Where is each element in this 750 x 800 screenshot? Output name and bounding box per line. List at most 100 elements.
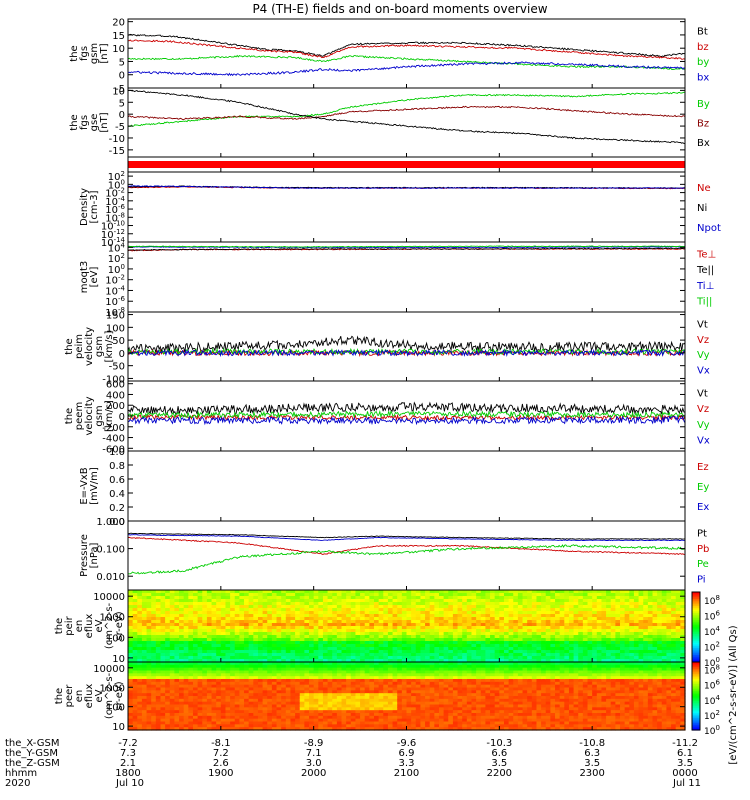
- spectrogram-cell: [262, 629, 268, 633]
- spectrogram-cell: [610, 626, 616, 630]
- spectrogram-cell: [318, 676, 324, 680]
- spectrogram-cell: [350, 626, 357, 630]
- spectrogram-cell: [262, 662, 268, 666]
- spectrogram-cell: [471, 614, 477, 618]
- spectrogram-cell: [443, 656, 449, 660]
- spectrogram-cell: [364, 715, 370, 720]
- spectrogram-cell: [643, 617, 649, 621]
- spectrogram-cell: [568, 638, 575, 642]
- spectrogram-cell: [550, 617, 556, 621]
- spectrogram-cell: [309, 667, 315, 672]
- spectrogram-cell: [290, 701, 296, 706]
- spectrogram-cell: [211, 617, 217, 621]
- spectrogram-cell: [582, 644, 589, 648]
- spectrogram-cell: [666, 599, 672, 603]
- spectrogram-cell: [322, 662, 329, 666]
- spectrogram-cell: [169, 602, 176, 606]
- spectrogram-cell: [318, 662, 324, 666]
- spectrogram-cell: [197, 650, 203, 654]
- spectrogram-cell: [179, 623, 185, 627]
- spectrogram-cell: [415, 667, 422, 672]
- spectrogram-cell: [425, 656, 431, 660]
- spectrogram-cell: [262, 727, 268, 731]
- spectrogram-cell: [369, 715, 375, 720]
- spectrogram-cell: [244, 670, 250, 674]
- spectrogram-cell: [128, 696, 134, 700]
- spectrogram-cell: [304, 659, 310, 663]
- spectrogram-cell: [281, 599, 287, 603]
- spectrogram-cell: [309, 690, 315, 694]
- spectrogram-cell: [490, 590, 496, 594]
- spectrogram-cell: [411, 641, 417, 645]
- spectrogram-cell: [624, 590, 630, 594]
- spectrogram-cell: [313, 653, 319, 657]
- spectrogram-cell: [397, 715, 403, 720]
- spectrogram-cell: [606, 650, 612, 654]
- spectrogram-cell: [160, 673, 166, 677]
- spectrogram-cell: [559, 608, 565, 612]
- spectrogram-cell: [545, 602, 551, 606]
- spectrogram-cell: [647, 617, 654, 621]
- spectrogram-cell: [248, 611, 254, 615]
- spectrogram-cell: [661, 641, 668, 645]
- spectrogram-cell: [596, 599, 603, 603]
- spectrogram-cell: [128, 620, 134, 624]
- spectrogram-cell: [643, 647, 649, 651]
- spectrogram-cell: [448, 667, 454, 672]
- spectrogram-cell: [462, 617, 468, 621]
- spectrogram-cell: [438, 641, 445, 645]
- spectrogram-cell: [202, 727, 208, 731]
- spectrogram-cell: [652, 629, 658, 633]
- spectrogram-cell: [225, 715, 231, 720]
- spectrogram-cell: [253, 632, 259, 636]
- spectrogram-cell: [160, 653, 166, 657]
- spectrogram-cell: [253, 608, 259, 612]
- spectrogram-cell: [378, 590, 384, 594]
- spectrogram-cell: [220, 638, 227, 642]
- spectrogram-cell: [253, 644, 259, 648]
- spectrogram-cell: [206, 629, 213, 633]
- spectrogram-cell: [332, 638, 338, 642]
- spectrogram-cell: [225, 713, 231, 717]
- spectrogram-cell: [146, 681, 152, 686]
- spectrogram-cell: [448, 698, 454, 703]
- spectrogram-cell: [137, 721, 143, 725]
- spectrogram-cell: [517, 617, 524, 621]
- spectrogram-cell: [661, 599, 668, 603]
- spectrogram-cell: [541, 641, 547, 645]
- spectrogram-cell: [513, 632, 519, 636]
- spectrogram-cell: [647, 650, 654, 654]
- spectrogram-cell: [564, 641, 570, 645]
- spectrogram-cell: [336, 721, 343, 725]
- spectrogram-cell: [281, 638, 287, 642]
- spectrogram-cell: [295, 638, 301, 642]
- spectrogram-cell: [466, 710, 473, 714]
- spectrogram-cell: [564, 596, 570, 600]
- spectrogram-cell: [638, 620, 644, 624]
- spectrogram-cell: [564, 617, 570, 621]
- spectrogram-cell: [652, 644, 658, 648]
- spectrogram-cell: [169, 656, 176, 660]
- spectrogram-cell: [680, 617, 686, 621]
- spectrogram-cell: [281, 713, 287, 717]
- spectrogram-cell: [309, 698, 315, 703]
- spectrogram-cell: [211, 653, 217, 657]
- spectrogram-cell: [471, 659, 477, 663]
- spectrogram-cell: [239, 641, 245, 645]
- spectrogram-cell: [341, 596, 347, 600]
- spectrogram-cell: [522, 596, 528, 600]
- spectrogram-cell: [545, 611, 551, 615]
- spectrogram-cell: [629, 653, 635, 657]
- spectrogram-cell: [364, 710, 370, 714]
- spectrogram-cell: [309, 696, 315, 700]
- spectrogram-cell: [336, 641, 343, 645]
- spectrogram-cell: [151, 635, 157, 639]
- spectrogram-cell: [425, 596, 431, 600]
- spectrogram-cell: [332, 644, 338, 648]
- spectrogram-cell: [155, 641, 162, 645]
- spectrogram-cell: [304, 664, 310, 669]
- spectrogram-cell: [239, 684, 245, 689]
- spectrogram-cell: [151, 617, 157, 621]
- spectrogram-cell: [443, 664, 449, 669]
- spectrogram-cell: [406, 650, 412, 654]
